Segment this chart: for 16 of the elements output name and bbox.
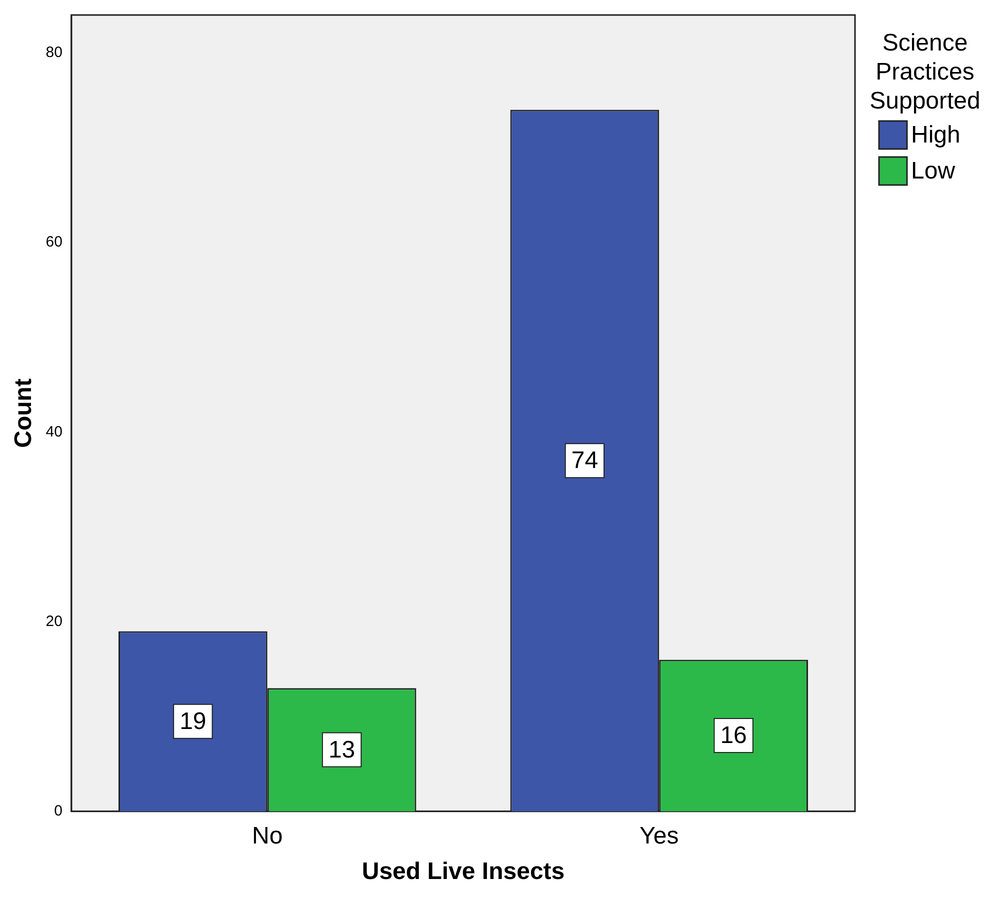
- data-label: 74: [571, 447, 598, 474]
- data-label: 13: [328, 736, 356, 764]
- legend-label: Low: [911, 158, 956, 185]
- y-tick-label: 40: [46, 423, 62, 440]
- x-tick-label: No: [252, 822, 283, 850]
- legend-title: Science Practices Supported: [870, 30, 980, 115]
- y-tick-label: 0: [54, 802, 62, 820]
- x-axis-title: Used Live Insects: [362, 858, 565, 886]
- y-tick-label: 60: [46, 234, 62, 251]
- data-label: 16: [720, 722, 747, 750]
- y-tick-label: 80: [46, 44, 62, 62]
- x-tick-label: Yes: [640, 822, 679, 850]
- y-axis-title: Count: [10, 378, 38, 448]
- y-tick-label: 20: [46, 612, 62, 630]
- data-label: 19: [180, 708, 206, 735]
- legend-label: High: [911, 122, 960, 149]
